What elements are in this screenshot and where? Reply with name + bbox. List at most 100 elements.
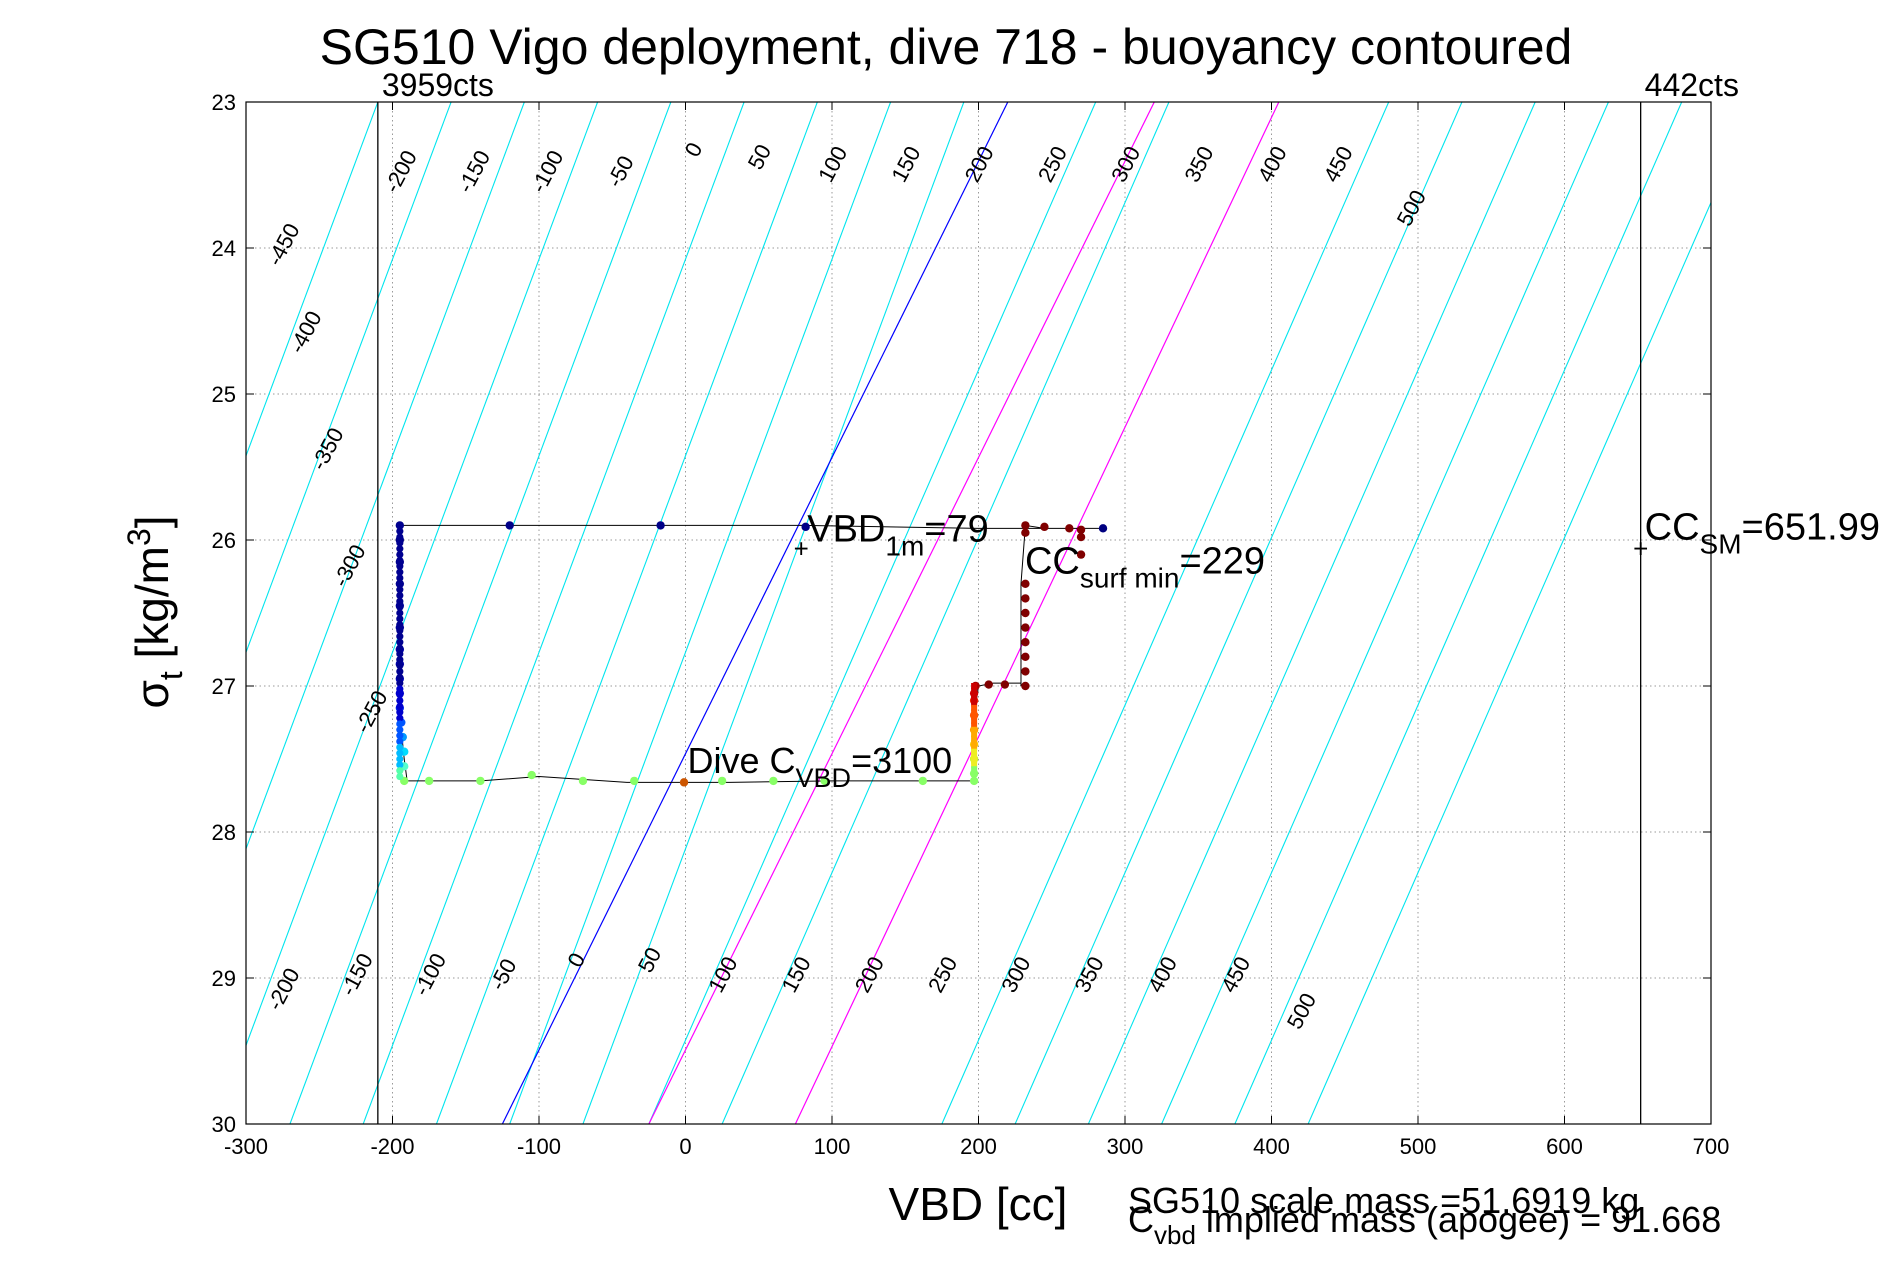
contour-label-top: 500 [1392, 186, 1431, 230]
contour-label-top: 400 [1253, 142, 1292, 186]
annotation-marker: + [1633, 533, 1648, 563]
dive-point [820, 776, 829, 786]
contour-line [721, 102, 1170, 1124]
dive-point [1076, 525, 1086, 534]
dive-point-dense [971, 766, 978, 773]
dive-point-dense [396, 737, 404, 746]
dive-point-dense [971, 770, 978, 777]
dive-cvbd-main: Dive C [688, 740, 796, 781]
y-tick-label: 30 [212, 1112, 236, 1137]
dive-point [476, 776, 485, 786]
dive-point [505, 521, 514, 530]
dive-point [1065, 524, 1074, 533]
dive-point-dense [396, 720, 404, 728]
dive-point-dense [971, 735, 978, 742]
contour-label-top: -200 [379, 146, 422, 197]
annotation-value: =79 [924, 508, 988, 550]
dive-point-dense [396, 580, 404, 588]
y-tick-label: 23 [212, 90, 236, 115]
x-tick-label: -200 [370, 1134, 414, 1159]
contour-label-top: -50 [602, 152, 639, 192]
annotation-main: VBD [807, 508, 885, 550]
dive-point-dense [396, 621, 404, 629]
dive-point [984, 680, 993, 689]
contour-label-bottom: 0 [562, 949, 590, 972]
implied-mass-main: C [1128, 1199, 1154, 1240]
dive-point [801, 522, 810, 532]
dive-point-dense [971, 700, 978, 707]
x-tick-label: 100 [814, 1134, 851, 1159]
contour-label-bottom: -50 [485, 955, 522, 995]
contour-label-bottom: 250 [923, 952, 962, 996]
x-tick-label: -100 [517, 1134, 561, 1159]
y-axis-label-sub: t [153, 671, 189, 680]
vbd-limit-label: 3959cts [382, 67, 494, 103]
dive-point [679, 778, 689, 787]
vbd-limit-label: 442cts [1645, 67, 1739, 103]
dive-point-dense [971, 748, 978, 755]
dive-point-dense [396, 743, 404, 751]
contour-label-top: -250 [350, 686, 393, 737]
chart-title: SG510 Vigo deployment, dive 718 - buoyan… [320, 19, 1573, 75]
dive-point-dense [396, 632, 404, 640]
contour-line [435, 102, 818, 1124]
contour-label-top: -100 [526, 146, 569, 197]
reference-line-limit-hi [794, 102, 1280, 1124]
dive-point-dense [971, 704, 978, 711]
annotation-cc: CCsurf min=229 [1025, 540, 1265, 593]
dive-point [630, 776, 639, 786]
contour-label-top: -150 [452, 146, 495, 197]
dive-point-dense [396, 551, 404, 559]
dive-point-dense [396, 697, 404, 705]
contour-label-top: 0 [680, 138, 708, 161]
dive-point [1021, 623, 1030, 632]
dive-point [424, 776, 434, 786]
contour-line [1307, 201, 1711, 1124]
contour-label-bottom: 400 [1143, 952, 1182, 996]
dive-point-dense [396, 615, 404, 623]
contour-label-top: 250 [1033, 142, 1072, 186]
dive-point [1021, 521, 1030, 530]
dive-point-dense [971, 731, 978, 738]
dive-point-dense [971, 683, 978, 689]
contour-label-bottom: 300 [996, 952, 1035, 996]
dive-point-dense [971, 739, 978, 746]
dive-point-dense [971, 713, 978, 720]
dive-point-dense [396, 597, 404, 605]
contour-label-bottom: 500 [1282, 989, 1321, 1033]
reference-line-zero [501, 102, 1009, 1124]
y-axis-label-close: ] [126, 515, 178, 528]
dive-point-dense [396, 562, 404, 570]
axis-ticks: -300 -200 -100 0 100 200 300 400 500 600 700232425… [212, 90, 1730, 1159]
contour-line [1234, 102, 1683, 1124]
contour-line [246, 102, 599, 1047]
contour-line [1014, 102, 1463, 1124]
dive-point [1021, 652, 1030, 661]
x-tick-label: 400 [1253, 1134, 1290, 1159]
scale-mass-note: SG510 scale mass =51.6919 kg [1128, 1180, 1639, 1221]
contour-line [1161, 102, 1609, 1124]
dive-point-dense [396, 574, 404, 582]
dive-point-dense [396, 691, 404, 699]
dive-point-dense [971, 709, 978, 716]
x-axis-label: VBD [cc] [889, 1178, 1068, 1230]
dive-point-dense [971, 718, 978, 725]
dive-point-dense [396, 755, 404, 763]
dive-cvbd-label: Dive CVBD=3100 [688, 740, 953, 793]
dive-point-dense [396, 679, 404, 687]
y-axis-label-unit: [kg/m [126, 546, 178, 671]
implied-mass-sub: vbd [1154, 1220, 1196, 1250]
contour-label-top: 350 [1179, 142, 1218, 186]
dive-point-dense [971, 722, 978, 729]
dive-point [1000, 680, 1010, 689]
dive-point [1021, 608, 1030, 618]
dive-point-dense [396, 726, 404, 734]
buoyancy-contours [246, 102, 1711, 1124]
x-tick-label: 0 [679, 1134, 691, 1159]
contour-label-top: 200 [960, 142, 999, 186]
dive-point [1098, 524, 1108, 533]
contour-line [246, 102, 525, 851]
dive-point [717, 776, 727, 786]
contour-label-bottom: 150 [776, 952, 815, 996]
